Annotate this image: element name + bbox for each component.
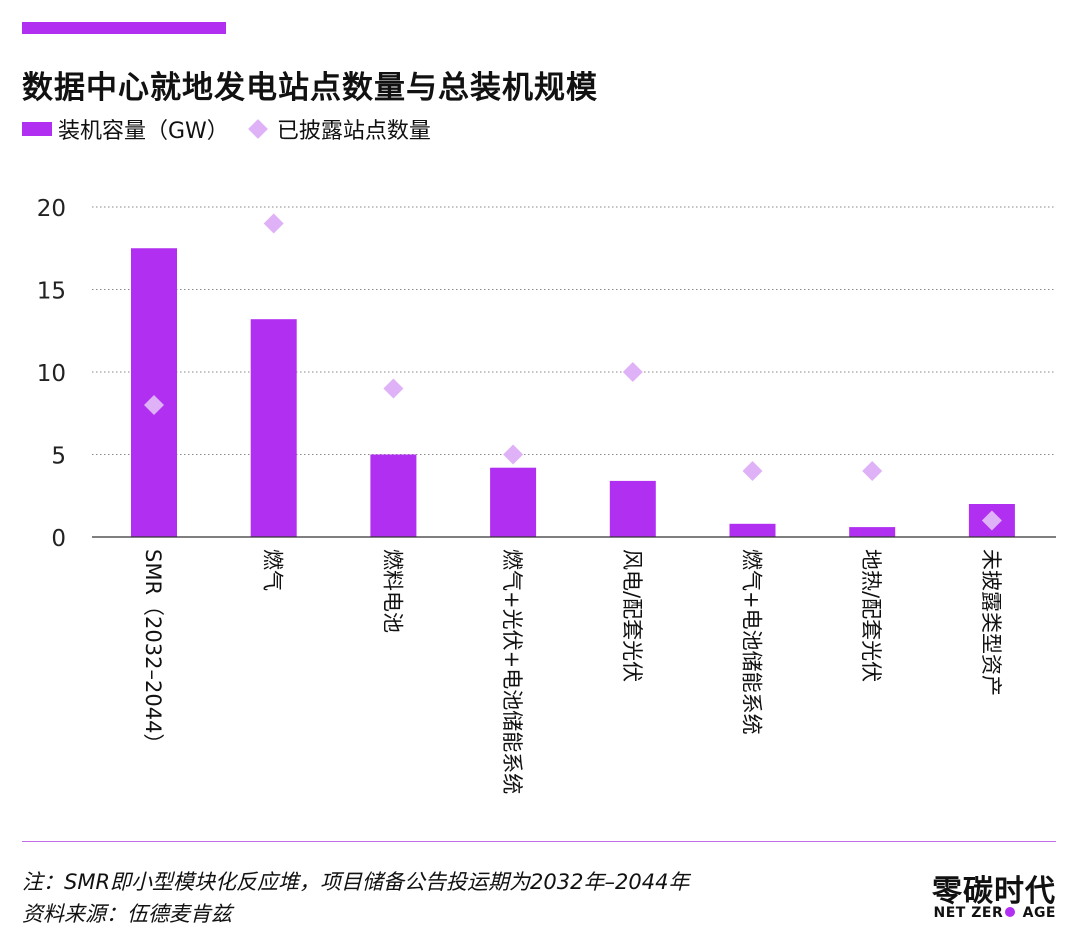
bar — [609, 480, 656, 537]
x-tick-label-group: 燃气+电池储能系统 — [740, 549, 764, 735]
x-tick-label: 风电/配套光伏 — [620, 549, 644, 682]
legend-bar-label: 装机容量（GW） — [58, 119, 229, 144]
diamond-marker — [622, 362, 643, 382]
brand-logo-cn: 零碳时代 — [932, 874, 1056, 909]
legend-bar-swatch — [22, 122, 52, 136]
diamond-marker — [383, 378, 404, 399]
x-tick-label: 燃气+光伏+电池储能系统 — [500, 549, 524, 794]
x-tick-label-group: 风电/配套光伏 — [620, 549, 644, 682]
x-tick-label: 燃料电池 — [380, 549, 404, 633]
legend-diamond-label: 已披露站点数量 — [276, 119, 431, 144]
footer-divider — [22, 841, 1056, 842]
x-tick-label-group: 燃气 — [261, 549, 285, 591]
diamond-marker — [981, 510, 1002, 531]
brand-en-right: AGE — [1017, 905, 1056, 921]
diamond-marker — [503, 444, 524, 465]
legend: 装机容量（GW） 已披露站点数量 — [22, 114, 431, 144]
bar — [250, 319, 297, 537]
diamond-marker — [144, 395, 164, 415]
brand-logo-en: NET ZER AGE — [934, 905, 1056, 921]
y-tick-label: 20 — [37, 196, 66, 222]
bar — [490, 467, 537, 537]
footnote: 注：SMR即小型模块化反应堆，项目储备公告投运期为2032年–2044年 — [22, 870, 690, 894]
y-tick-label: 0 — [51, 526, 66, 552]
x-tick-label: 地热/配套光伏 — [859, 549, 883, 682]
x-tick-label-group: 燃气+光伏+电池储能系统 — [500, 549, 524, 794]
y-tick-label: 10 — [37, 361, 66, 387]
bar — [131, 248, 177, 537]
brand-en-left: NET ZER — [933, 905, 1004, 921]
bar — [370, 454, 417, 537]
y-tick-label: 15 — [37, 279, 66, 305]
x-tick-label-group: SMR（2032–2044） — [141, 549, 165, 754]
accent-bar — [22, 22, 226, 34]
x-tick-label: 未披露类型资产 — [979, 549, 1003, 696]
brand-dot-icon — [1005, 907, 1016, 917]
diamond-marker — [263, 213, 284, 234]
chart-title: 数据中心就地发电站点数量与总装机规模 — [22, 70, 598, 106]
bar — [849, 527, 896, 537]
x-tick-label: SMR（2032–2044） — [141, 549, 165, 754]
x-tick-label: 燃气+电池储能系统 — [740, 549, 764, 735]
x-tick-label-group: 燃料电池 — [380, 549, 404, 633]
diamond-marker — [862, 461, 883, 481]
bar — [729, 523, 776, 537]
source-note: 资料来源：伍德麦肯兹 — [22, 902, 232, 926]
x-tick-label: 燃气 — [261, 549, 285, 591]
x-tick-label-group: 地热/配套光伏 — [859, 549, 883, 682]
x-tick-label-group: 未披露类型资产 — [979, 549, 1003, 696]
y-tick-label: 5 — [51, 444, 66, 470]
diamond-marker — [742, 461, 763, 481]
